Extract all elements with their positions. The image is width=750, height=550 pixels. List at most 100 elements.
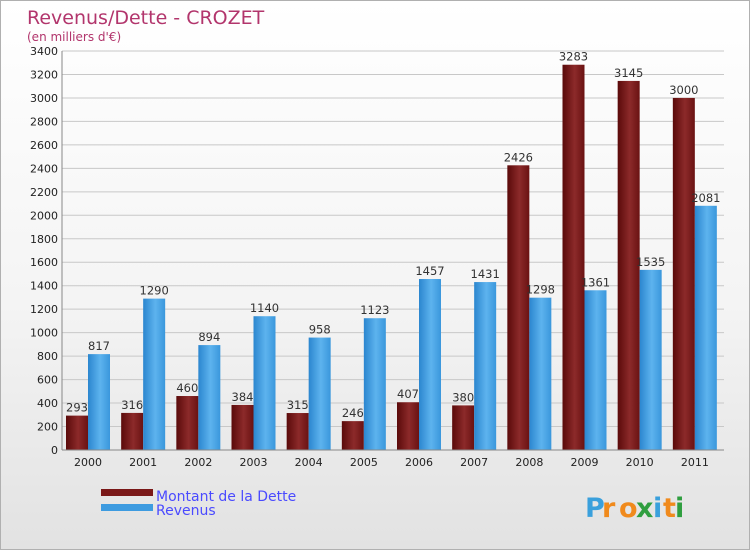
bar-revenus [143, 298, 166, 450]
y-tick-label: 800 [37, 350, 58, 363]
data-label-revenus: 1535 [636, 255, 665, 269]
logo-letter: o [619, 493, 638, 524]
y-tick-label: 2400 [30, 162, 58, 175]
bar-revenus [694, 205, 717, 450]
x-tick-label: 2002 [184, 456, 212, 469]
data-label-revenus: 894 [198, 330, 220, 344]
x-tick-label: 2007 [460, 456, 488, 469]
data-label-debt: 384 [232, 390, 254, 404]
data-label-debt: 3000 [669, 83, 698, 97]
data-label-debt: 3145 [614, 66, 643, 80]
data-label-revenus: 1140 [250, 301, 279, 315]
bar-debt [562, 64, 585, 451]
bar-revenus [419, 279, 441, 450]
chart-subtitle: (en milliers d'€) [27, 30, 121, 44]
bar-debt [672, 97, 695, 451]
logo-letter: r [602, 493, 616, 524]
bar-debt [617, 80, 640, 451]
y-tick-label: 1800 [30, 233, 58, 246]
data-label-debt: 407 [397, 387, 419, 401]
data-label-debt: 246 [342, 406, 364, 420]
x-tick-label: 2003 [240, 456, 268, 469]
y-tick-label: 3400 [30, 45, 58, 58]
legend-label-debt: Montant de la Dette [156, 489, 296, 505]
data-label-debt: 460 [176, 381, 198, 395]
y-tick-label: 3000 [30, 92, 58, 105]
y-axis: 0 200 400 600 800 1000 1200 1400 1600 1800 2000 220… [30, 45, 63, 457]
data-label-debt: 316 [121, 398, 143, 412]
x-tick-label: 2008 [515, 456, 543, 469]
x-axis: 2000 2001 2002 2003 2004 2005 2006 2007 2008 2009… [62, 449, 724, 469]
x-tick-label: 2000 [74, 456, 102, 469]
data-label-revenus: 2081 [691, 191, 720, 205]
legend: Montant de la Dette Revenus [101, 489, 296, 519]
bar-debt [341, 421, 364, 450]
y-tick-label: 600 [37, 374, 58, 387]
x-tick-label: 2009 [571, 456, 599, 469]
y-tick-label: 2000 [30, 209, 58, 222]
bar-revenus [88, 354, 110, 450]
legend-swatch-revenus [101, 504, 153, 511]
legend-label-revenus: Revenus [156, 503, 216, 519]
x-tick-label: 2011 [681, 456, 709, 469]
legend-swatch-debt [101, 489, 153, 496]
y-tick-label: 200 [37, 421, 58, 434]
y-tick-label: 2600 [30, 139, 58, 152]
bar-revenus [253, 316, 276, 450]
y-tick-label: 1600 [30, 256, 58, 269]
bar-revenus [584, 290, 607, 450]
data-label-debt: 380 [452, 390, 474, 404]
logo-letter: i [653, 493, 662, 524]
x-tick-label: 2004 [295, 456, 323, 469]
y-tick-label: 3200 [30, 68, 58, 81]
bar-revenus [474, 282, 497, 450]
bar-revenus [639, 269, 662, 450]
data-label-debt: 293 [66, 401, 88, 415]
bar-debt [231, 404, 254, 450]
y-tick-label: 1200 [30, 303, 58, 316]
x-tick-label: 2001 [129, 456, 157, 469]
x-tick-label: 2006 [405, 456, 433, 469]
y-tick-label: 1000 [30, 327, 58, 340]
y-tick-label: 1400 [30, 280, 58, 293]
bars: 293 817 316 1290 460 894 384 1140 315 958 246 1123 4… [66, 50, 720, 451]
bar-debt [397, 402, 419, 450]
data-label-revenus: 1361 [581, 275, 610, 289]
x-tick-label: 2005 [350, 456, 378, 469]
logo-letter: t [663, 493, 676, 524]
data-label-debt: 3283 [559, 50, 588, 64]
y-tick-label: 2800 [30, 115, 58, 128]
bar-debt [176, 396, 199, 450]
bar-revenus [529, 297, 552, 450]
chart-title: Revenus/Dette - CROZET [27, 7, 265, 29]
legend-item-debt: Montant de la Dette [101, 489, 296, 505]
data-label-revenus: 817 [88, 339, 110, 353]
grid-lines [62, 50, 724, 451]
data-label-revenus: 958 [309, 323, 331, 337]
data-label-debt: 2426 [504, 150, 533, 164]
bar-debt [286, 413, 309, 450]
x-tick-label: 2010 [626, 456, 654, 469]
bar-revenus [308, 337, 331, 450]
bar-revenus [198, 345, 221, 450]
bar-revenus [363, 318, 386, 450]
data-label-revenus: 1298 [526, 283, 555, 297]
bar-debt [507, 165, 530, 450]
y-tick-label: 0 [51, 444, 58, 457]
bar-debt [66, 415, 88, 450]
data-label-revenus: 1290 [140, 284, 169, 298]
data-label-debt: 315 [287, 398, 309, 412]
bar-debt [121, 412, 144, 450]
y-tick-label: 2200 [30, 186, 58, 199]
proxiti-logo: Pr ox i t i [585, 493, 684, 524]
logo-letter: x [636, 493, 653, 524]
data-label-revenus: 1431 [471, 267, 500, 281]
logo-letter: P [585, 493, 605, 524]
data-label-revenus: 1123 [360, 303, 389, 317]
data-label-revenus: 1457 [415, 264, 444, 278]
legend-item-revenus: Revenus [101, 503, 216, 519]
logo-letter: i [675, 493, 684, 524]
y-tick-label: 400 [37, 397, 58, 410]
